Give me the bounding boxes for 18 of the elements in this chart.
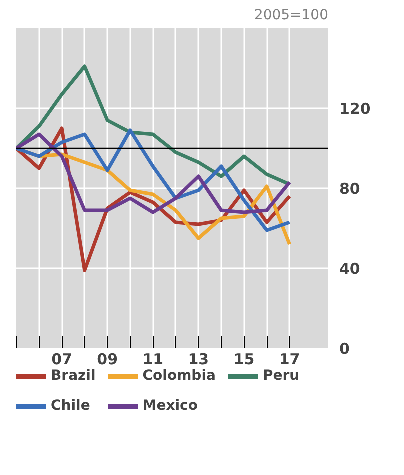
text: 2005=100 <box>254 8 329 24</box>
y-tick-label: 40 <box>340 260 360 278</box>
line-series <box>16 128 292 232</box>
x-tick-label: 15 <box>234 350 255 368</box>
y-tick-label: 80 <box>340 180 360 198</box>
legend-label: Chile <box>51 397 90 415</box>
x-tick-label: 09 <box>97 350 118 368</box>
y-tick-label: 120 <box>340 100 371 118</box>
legend-label: Peru <box>262 367 300 385</box>
legend-label: Mexico <box>142 397 198 415</box>
x-tick-label: 11 <box>142 350 164 368</box>
line-series <box>16 132 292 214</box>
legend-label: Brazil <box>51 367 96 385</box>
x-tick-label: 17 <box>279 350 300 368</box>
x-tick-label: 13 <box>188 350 210 368</box>
y-tick-label: 0 <box>340 340 350 358</box>
x-tick-label: 07 <box>52 350 72 368</box>
legend-label: Colombia <box>142 367 216 385</box>
